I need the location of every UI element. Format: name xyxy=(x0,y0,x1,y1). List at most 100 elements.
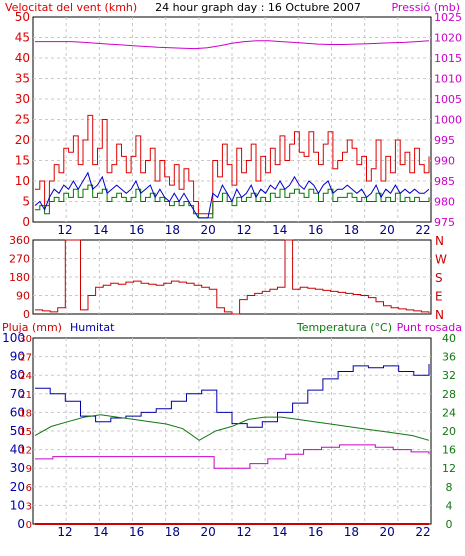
rain-x-tick-label: 20 xyxy=(201,525,216,539)
pressure-tick-label: 995 xyxy=(434,134,455,147)
wind-tick-label: 30 xyxy=(15,92,30,106)
rain-x-tick-label: 12 xyxy=(57,525,72,539)
rain-x-tick-label: 18 xyxy=(165,525,180,539)
wind-x-tick-label: 22 xyxy=(415,223,430,237)
wind-tick-label: 25 xyxy=(15,113,30,127)
wind-tick-label: 20 xyxy=(15,133,30,147)
pressure-tick-label: 1020 xyxy=(434,32,462,45)
humidity-tick-label: 40 xyxy=(10,443,25,457)
rain-tick-label: 6 xyxy=(26,483,32,494)
rain-tick-label: 24 xyxy=(19,371,32,382)
humidity-tick-label: 60 xyxy=(10,405,25,419)
rain-x-tick-label: 16 xyxy=(129,525,144,539)
wind-avg-series xyxy=(34,171,430,219)
pressure-tick-label: 1025 xyxy=(434,11,462,24)
compass-tick-label: S xyxy=(435,271,443,285)
dewpoint-series xyxy=(35,444,430,469)
wind-tick-label: 5 xyxy=(22,195,30,209)
direction-tick-label: 270 xyxy=(9,253,30,266)
rain-tick-label: 9 xyxy=(26,464,32,475)
wind-x-tick-label: 16 xyxy=(129,223,144,237)
rain-tick-label: 30 xyxy=(19,334,32,345)
direction-tick-label: 90 xyxy=(16,290,30,303)
temperature-tick-label: 40 xyxy=(442,332,456,345)
rain-tick-label: 18 xyxy=(19,408,32,419)
wind-tick-label: 15 xyxy=(15,154,30,168)
pressure-tick-label: 980 xyxy=(434,196,455,209)
humidity-tick-label: 50 xyxy=(10,424,25,438)
rain-tick-label: 3 xyxy=(26,501,32,512)
rain-tick-label: 0 xyxy=(26,520,32,531)
rain-tick-label: 27 xyxy=(19,353,32,364)
direction-series xyxy=(35,239,430,315)
wind-x-tick-label: 14 xyxy=(93,223,108,237)
humidity-tick-label: 70 xyxy=(10,387,25,401)
wind-tick-label: 40 xyxy=(15,51,30,65)
temperature-tick-label: 28 xyxy=(442,388,456,401)
wind-x-tick-label: 12 xyxy=(57,223,72,237)
temperature-tick-label: 24 xyxy=(442,406,456,419)
humidity-tick-label: 30 xyxy=(10,461,25,475)
compass-tick-label: W xyxy=(435,253,447,267)
direction-tick-label: 180 xyxy=(9,271,30,284)
wind-tick-label: 35 xyxy=(15,72,30,86)
humidity-series xyxy=(35,364,430,428)
humidity-tick-label: 20 xyxy=(10,480,25,494)
rain-tick-label: 15 xyxy=(19,427,32,438)
wind-x-tick-label: 12 xyxy=(236,223,251,237)
wind-axis-title: Velocitat del vent (kmh) xyxy=(5,1,137,14)
pressure-tick-label: 1000 xyxy=(434,114,462,127)
temperature-tick-label: 8 xyxy=(446,481,453,494)
rain-x-tick-label: 12 xyxy=(236,525,251,539)
humidity-axis-title: Humitat xyxy=(70,321,115,334)
wind-gust-series xyxy=(35,184,430,219)
temperature-tick-label: 0 xyxy=(446,518,453,531)
temperature-series xyxy=(34,414,430,441)
temperature-tick-label: 16 xyxy=(442,444,456,457)
wind-tick-label: 10 xyxy=(15,174,30,188)
pressure-axis-title: Pressió (mb) xyxy=(391,1,460,14)
chart-title: 24 hour graph day : 16 Octubre 2007 xyxy=(155,1,361,14)
wind-x-tick-label: 16 xyxy=(308,223,323,237)
pressure-tick-label: 975 xyxy=(434,216,455,229)
temperature-tick-label: 20 xyxy=(442,425,456,438)
pressure-tick-label: 1015 xyxy=(434,52,462,65)
humidity-tick-label: 100 xyxy=(2,331,25,345)
humidity-tick-label: 80 xyxy=(10,368,25,382)
wind-tick-label: 45 xyxy=(15,31,30,45)
pressure-tick-label: 985 xyxy=(434,175,455,188)
wind-speed-series xyxy=(35,114,430,215)
temperature-axis-title: Temperatura (°C) xyxy=(296,321,392,334)
pressure-tick-label: 990 xyxy=(434,155,455,168)
wind-x-tick-label: 20 xyxy=(201,223,216,237)
temperature-tick-label: 12 xyxy=(442,462,456,475)
pressure-tick-label: 1010 xyxy=(434,73,462,86)
wind-x-tick-label: 18 xyxy=(165,223,180,237)
compass-tick-label: N xyxy=(435,308,444,322)
rain-tick-label: 21 xyxy=(19,390,32,401)
temperature-tick-label: 4 xyxy=(446,499,453,512)
pressure-series xyxy=(35,40,430,50)
humidity-tick-label: 0 xyxy=(17,517,25,531)
compass-tick-label: N xyxy=(435,234,444,248)
rain-x-tick-label: 20 xyxy=(380,525,395,539)
wind-x-tick-label: 18 xyxy=(344,223,359,237)
rain-tick-label: 12 xyxy=(19,446,32,457)
humidity-tick-label: 10 xyxy=(10,498,25,512)
humidity-tick-label: 90 xyxy=(10,350,25,364)
direction-tick-label: 360 xyxy=(9,234,30,247)
direction-tick-label: 0 xyxy=(23,308,30,321)
temperature-tick-label: 32 xyxy=(442,369,456,382)
dewpoint-axis-title: Punt rosada xyxy=(397,321,462,334)
pressure-tick-label: 1005 xyxy=(434,93,462,106)
wind-x-tick-label: 20 xyxy=(380,223,395,237)
temperature-tick-label: 36 xyxy=(442,351,456,364)
rain-x-tick-label: 22 xyxy=(415,525,430,539)
rain-x-tick-label: 14 xyxy=(272,525,287,539)
rain-x-tick-label: 18 xyxy=(344,525,359,539)
wind-x-tick-label: 14 xyxy=(272,223,287,237)
wind-tick-label: 0 xyxy=(22,215,30,229)
rain-x-tick-label: 16 xyxy=(308,525,323,539)
